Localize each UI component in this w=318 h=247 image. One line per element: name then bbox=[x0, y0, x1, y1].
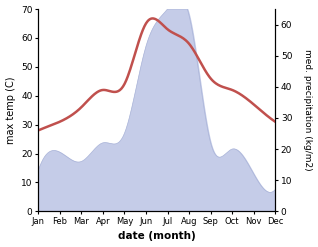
Y-axis label: max temp (C): max temp (C) bbox=[5, 76, 16, 144]
Y-axis label: med. precipitation (kg/m2): med. precipitation (kg/m2) bbox=[303, 49, 313, 171]
X-axis label: date (month): date (month) bbox=[118, 231, 196, 242]
